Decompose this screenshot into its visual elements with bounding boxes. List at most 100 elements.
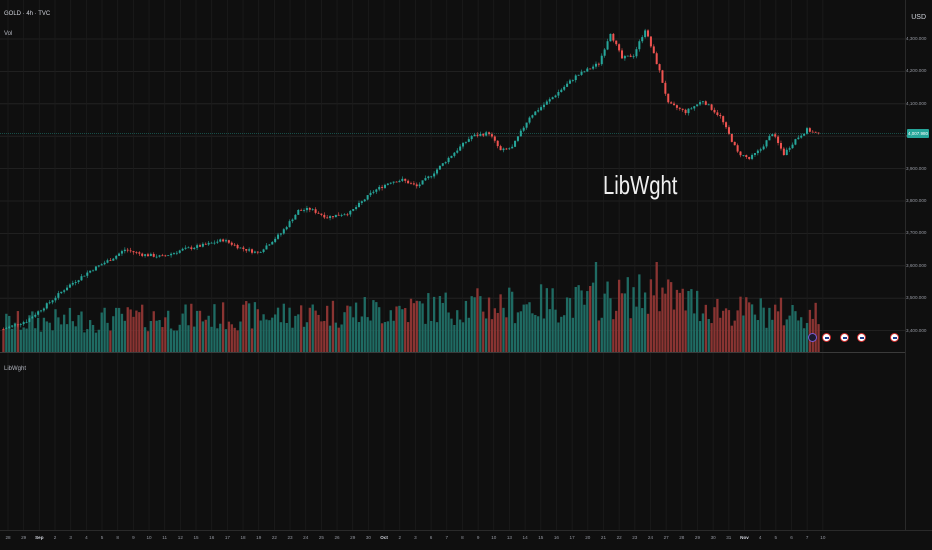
candle-body — [797, 137, 800, 140]
price-tick-label: 3,500.000 — [906, 295, 927, 301]
volume-bar — [395, 306, 398, 352]
candle-body — [213, 242, 216, 244]
volume-bar — [115, 307, 118, 352]
us-flag-icon[interactable] — [857, 333, 866, 342]
volume-bar — [762, 307, 765, 352]
lower-pane-label[interactable]: LibWght — [4, 366, 27, 372]
price-tick-label: 3,600.000 — [906, 262, 927, 268]
volume-indicator-label[interactable]: Vol — [4, 31, 13, 37]
volume-bar — [65, 324, 69, 352]
volume-bar — [184, 304, 187, 352]
candle-body — [490, 134, 493, 137]
volume-bar — [693, 313, 696, 352]
candle-body — [196, 245, 199, 248]
candle-body — [77, 280, 80, 282]
candle-body — [589, 68, 592, 70]
volume-bar — [511, 291, 514, 352]
volume-bar — [25, 328, 28, 352]
volume-bar — [169, 328, 173, 352]
candle-body — [233, 244, 236, 246]
time-tick-label: 8 — [116, 535, 119, 540]
currency-label[interactable]: USD — [911, 14, 926, 21]
volume-bar — [210, 326, 213, 352]
candle-body — [42, 308, 45, 311]
candle-body — [577, 74, 580, 76]
volume-bar — [297, 314, 300, 352]
volume-bar — [51, 330, 54, 352]
candle-body — [583, 71, 586, 73]
volume-bar — [219, 323, 222, 352]
volume-bar — [623, 293, 627, 352]
volume-bar — [626, 277, 629, 352]
volume-bar — [430, 320, 433, 352]
candle-body — [262, 249, 265, 252]
us-flag-icon[interactable] — [840, 333, 849, 342]
candle-body — [389, 182, 392, 184]
volume-bar — [719, 317, 722, 352]
price-tick-label: 4,100.000 — [906, 100, 927, 106]
candle-body — [401, 178, 404, 181]
volume-bar — [580, 290, 583, 352]
volume-bar — [36, 317, 40, 352]
candle-body — [224, 240, 228, 242]
candle-body — [158, 255, 161, 257]
volume-bar — [461, 322, 465, 352]
candle-body — [251, 249, 254, 253]
candle-body — [699, 102, 702, 105]
candle-body — [667, 93, 670, 103]
calendar-event-icon[interactable] — [808, 333, 817, 342]
volume-bar — [615, 310, 618, 352]
volume-bar — [22, 327, 25, 352]
symbol-title[interactable]: GOLD · 4h · TVC — [4, 11, 51, 17]
volume-bar — [343, 312, 346, 352]
candle-body — [623, 56, 626, 59]
candle-body — [193, 247, 196, 249]
candle-body — [693, 106, 696, 109]
volume-bar — [311, 304, 314, 352]
volume-bar — [328, 325, 332, 352]
volume-bar — [308, 307, 311, 352]
candle-body — [256, 251, 259, 253]
volume-bar — [294, 315, 297, 352]
time-tick-label: 16 — [553, 535, 559, 540]
candle-body — [540, 107, 543, 111]
time-tick-label: 6 — [429, 535, 433, 540]
candle-body — [164, 255, 167, 257]
candle-body — [707, 104, 710, 106]
candle-body — [259, 251, 262, 253]
us-flag-icon[interactable] — [890, 333, 899, 342]
candle-body — [502, 148, 505, 151]
volume-bar — [484, 318, 488, 352]
candle-body — [51, 300, 54, 303]
candle-body — [115, 255, 118, 259]
candle-body — [109, 260, 112, 262]
time-tick-label: 10 — [146, 535, 152, 540]
us-flag-icon[interactable] — [822, 333, 831, 342]
volume-bar — [109, 330, 112, 352]
volume-bar — [574, 286, 577, 352]
candle-body — [222, 239, 225, 242]
candle-body — [805, 128, 809, 134]
volume-bar — [265, 319, 268, 352]
candle-body — [172, 252, 175, 254]
candle-body — [317, 212, 320, 214]
candle-body — [25, 321, 28, 323]
candle-body — [303, 210, 306, 211]
volume-bar — [716, 298, 719, 352]
candle-body — [725, 122, 728, 128]
volume-bar — [380, 323, 384, 352]
candle-body — [476, 134, 479, 136]
candle-body — [386, 183, 389, 185]
candle-body — [170, 253, 173, 256]
volume-bar — [83, 332, 86, 352]
time-tick-label: 6 — [790, 535, 793, 540]
candle-body — [681, 108, 684, 110]
candle-body — [620, 50, 624, 59]
candle-body — [314, 209, 317, 213]
volume-bar — [551, 288, 554, 352]
candle-body — [277, 234, 280, 239]
price-tick-label: 3,400.000 — [906, 327, 927, 333]
time-tick-label: 23 — [287, 535, 293, 540]
candle-body — [86, 272, 89, 276]
